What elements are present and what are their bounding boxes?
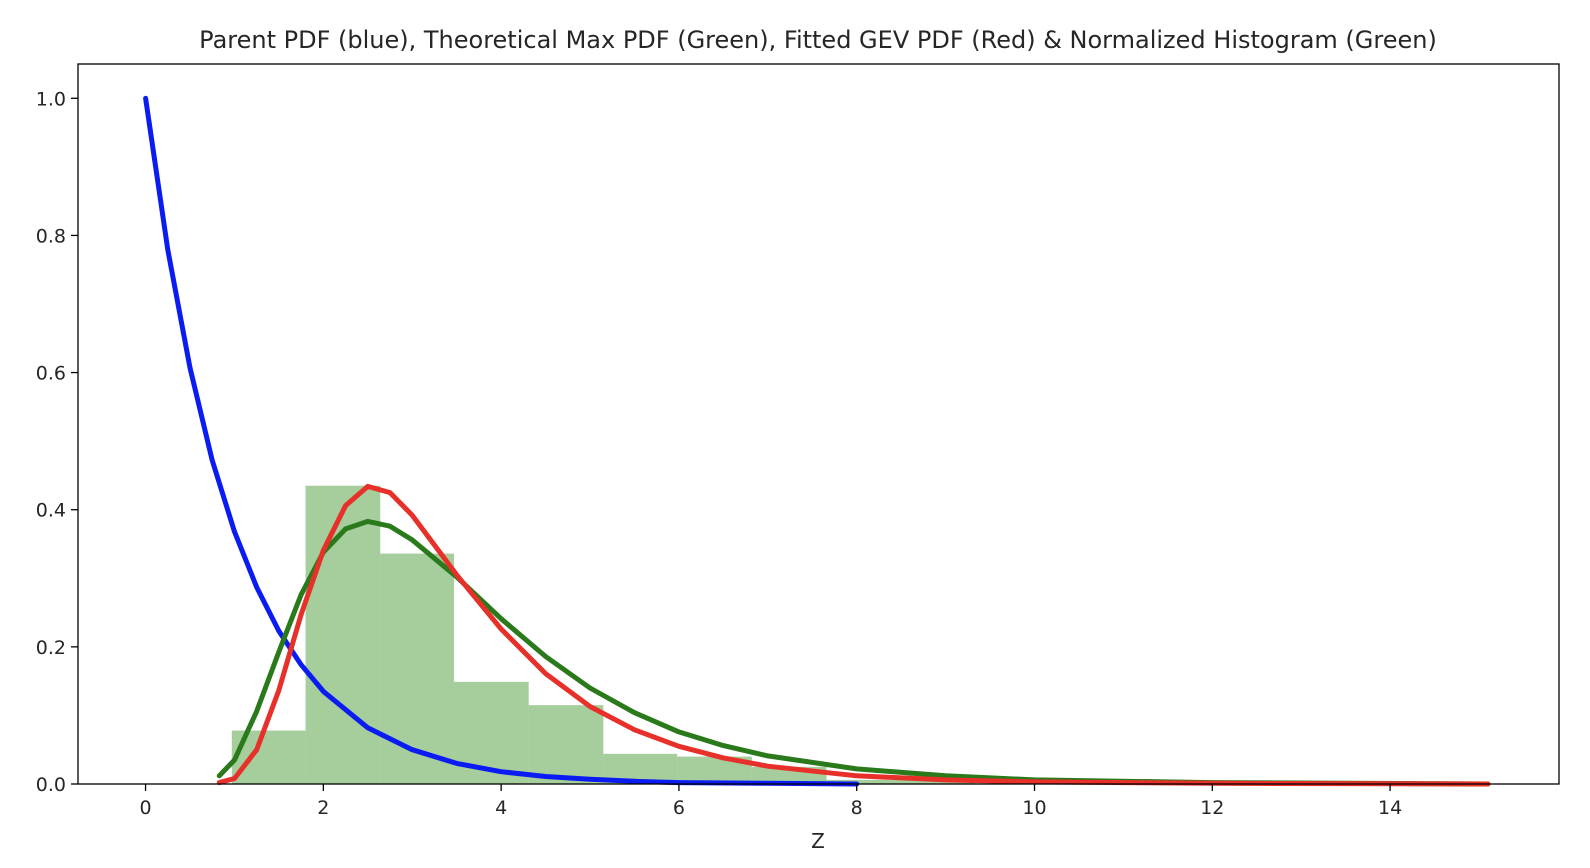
- x-tick-label: 4: [495, 797, 507, 819]
- y-tick-label: 0.6: [36, 363, 66, 385]
- y-tick-label: 0.2: [36, 637, 66, 659]
- x-tick-label: 10: [1022, 797, 1046, 819]
- x-tick-label: 2: [317, 797, 329, 819]
- x-tick-label: 0: [140, 797, 152, 819]
- series-line-theoretical-max-pdf: [216, 518, 1491, 787]
- plot-area: 0 2 4 6 8 10 12 14 0.0 0.2 0.4 0.6 0.8 1.0: [36, 63, 1560, 819]
- chart-title: Parent PDF (blue), Theoretical Max PDF (…: [199, 26, 1437, 54]
- x-tick-label: 6: [673, 797, 685, 819]
- y-tick-label: 1.0: [36, 88, 66, 110]
- histogram-bar: [528, 705, 604, 784]
- y-tick-label: 0.4: [36, 500, 66, 522]
- histogram-bar: [826, 779, 901, 784]
- x-axis-label: Z: [811, 829, 825, 853]
- x-tick-label: 8: [851, 797, 863, 819]
- plot-frame: [77, 63, 1560, 785]
- y-tick-label: 0.8: [36, 225, 66, 247]
- x-tick-label: 12: [1200, 797, 1224, 819]
- series-line-fitted-gev-pdf: [216, 483, 1491, 787]
- series-line-parent-pdf: [143, 95, 860, 787]
- histogram-bar: [380, 553, 455, 784]
- histogram-bar: [305, 485, 381, 784]
- y-tick-label: 0.0: [36, 774, 66, 796]
- x-tick-label: 14: [1378, 797, 1402, 819]
